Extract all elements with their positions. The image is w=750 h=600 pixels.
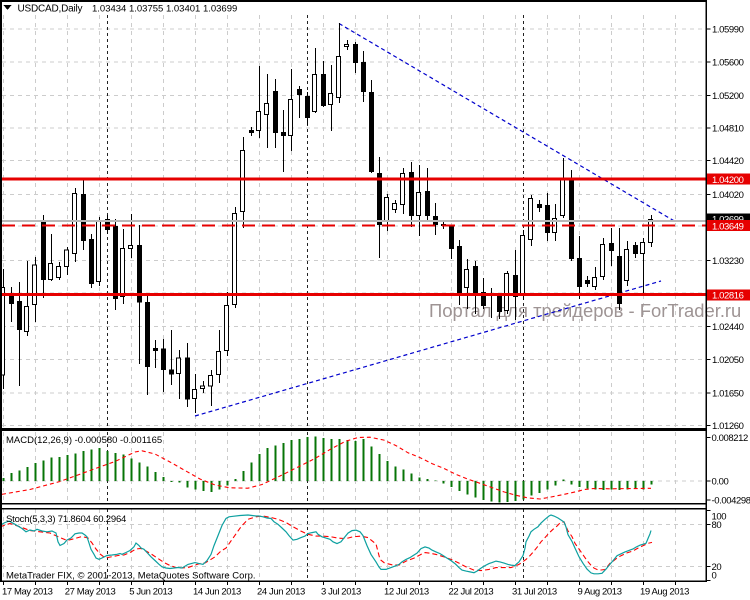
svg-text:1.03649: 1.03649 [712,221,744,232]
svg-text:1.05600: 1.05600 [712,57,744,68]
svg-text:MACD(12,26,9) -0.000580 -0.001: MACD(12,26,9) -0.000580 -0.001165 [6,435,162,446]
svg-text:1.03230: 1.03230 [712,256,744,267]
svg-text:22 Jul 2013: 22 Jul 2013 [449,587,494,598]
svg-text:12 Jul 2013: 12 Jul 2013 [384,587,429,598]
svg-text:1.04810: 1.04810 [712,124,744,135]
svg-text:24 Jun 2013: 24 Jun 2013 [257,587,305,598]
svg-text:1.02440: 1.02440 [712,322,744,333]
svg-text:100: 100 [712,512,727,523]
svg-text:0: 0 [712,571,717,582]
svg-text:1.01260: 1.01260 [712,421,744,432]
svg-text:5 Jun 2013: 5 Jun 2013 [129,587,172,598]
svg-text:20: 20 [712,562,722,573]
svg-text:USDCAD,Daily: USDCAD,Daily [18,4,83,15]
svg-text:1.04200: 1.04200 [712,175,744,186]
svg-text:-0.004298: -0.004298 [712,496,750,507]
svg-text:1.05200: 1.05200 [712,91,744,102]
svg-text:80: 80 [712,520,722,531]
svg-text:19 Aug 2013: 19 Aug 2013 [640,587,689,598]
svg-text:Stoch(5,3,3) 71.8604 60.2964: Stoch(5,3,3) 71.8604 60.2964 [6,514,126,525]
svg-text:1.04020: 1.04020 [712,190,744,201]
svg-text:1.01650: 1.01650 [712,388,744,399]
svg-text:1.02050: 1.02050 [712,355,744,366]
svg-text:1.05990: 1.05990 [712,25,744,36]
svg-text:3 Jul 2013: 3 Jul 2013 [321,587,361,598]
svg-text:17 May 2013: 17 May 2013 [2,587,53,598]
svg-text:0.008212: 0.008212 [712,433,749,444]
svg-text:1.03434 1.03755 1.03401 1.0369: 1.03434 1.03755 1.03401 1.03699 [92,4,237,15]
svg-text:1.02816: 1.02816 [712,291,744,302]
svg-text:1.04420: 1.04420 [712,156,744,167]
svg-text:9 Aug 2013: 9 Aug 2013 [578,587,622,598]
svg-text:27 May 2013: 27 May 2013 [65,587,116,598]
svg-text:MetaTrader FIX, © 2001-2013, M: MetaTrader FIX, © 2001-2013, MetaQuotes … [6,571,256,582]
svg-text:31 Jul 2013: 31 Jul 2013 [512,587,557,598]
svg-text:14 Jun 2013: 14 Jun 2013 [193,587,241,598]
svg-text:0.00: 0.00 [712,477,729,488]
